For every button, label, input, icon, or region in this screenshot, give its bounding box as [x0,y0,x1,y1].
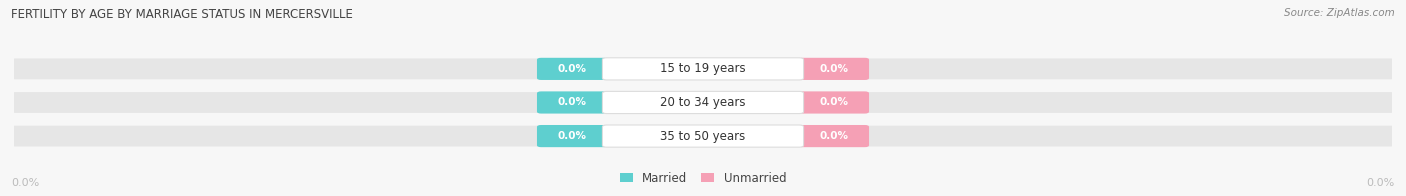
Text: 0.0%: 0.0% [820,97,848,107]
Text: 0.0%: 0.0% [820,64,848,74]
FancyBboxPatch shape [602,91,804,113]
Text: 0.0%: 0.0% [820,131,848,141]
Text: 0.0%: 0.0% [558,131,586,141]
FancyBboxPatch shape [537,91,607,113]
Text: 0.0%: 0.0% [558,97,586,107]
Text: 35 to 50 years: 35 to 50 years [661,130,745,142]
FancyBboxPatch shape [14,58,1392,79]
Text: 0.0%: 0.0% [1367,178,1395,188]
Text: 0.0%: 0.0% [11,178,39,188]
Text: 15 to 19 years: 15 to 19 years [661,62,745,75]
FancyBboxPatch shape [602,58,804,80]
FancyBboxPatch shape [537,125,607,147]
FancyBboxPatch shape [799,125,869,147]
FancyBboxPatch shape [799,91,869,113]
FancyBboxPatch shape [799,58,869,80]
FancyBboxPatch shape [14,126,1392,146]
FancyBboxPatch shape [537,58,607,80]
Text: 0.0%: 0.0% [558,64,586,74]
Text: 20 to 34 years: 20 to 34 years [661,96,745,109]
FancyBboxPatch shape [14,92,1392,113]
FancyBboxPatch shape [602,125,804,147]
Text: FERTILITY BY AGE BY MARRIAGE STATUS IN MERCERSVILLE: FERTILITY BY AGE BY MARRIAGE STATUS IN M… [11,8,353,21]
Legend: Married, Unmarried: Married, Unmarried [620,172,786,185]
Text: Source: ZipAtlas.com: Source: ZipAtlas.com [1284,8,1395,18]
